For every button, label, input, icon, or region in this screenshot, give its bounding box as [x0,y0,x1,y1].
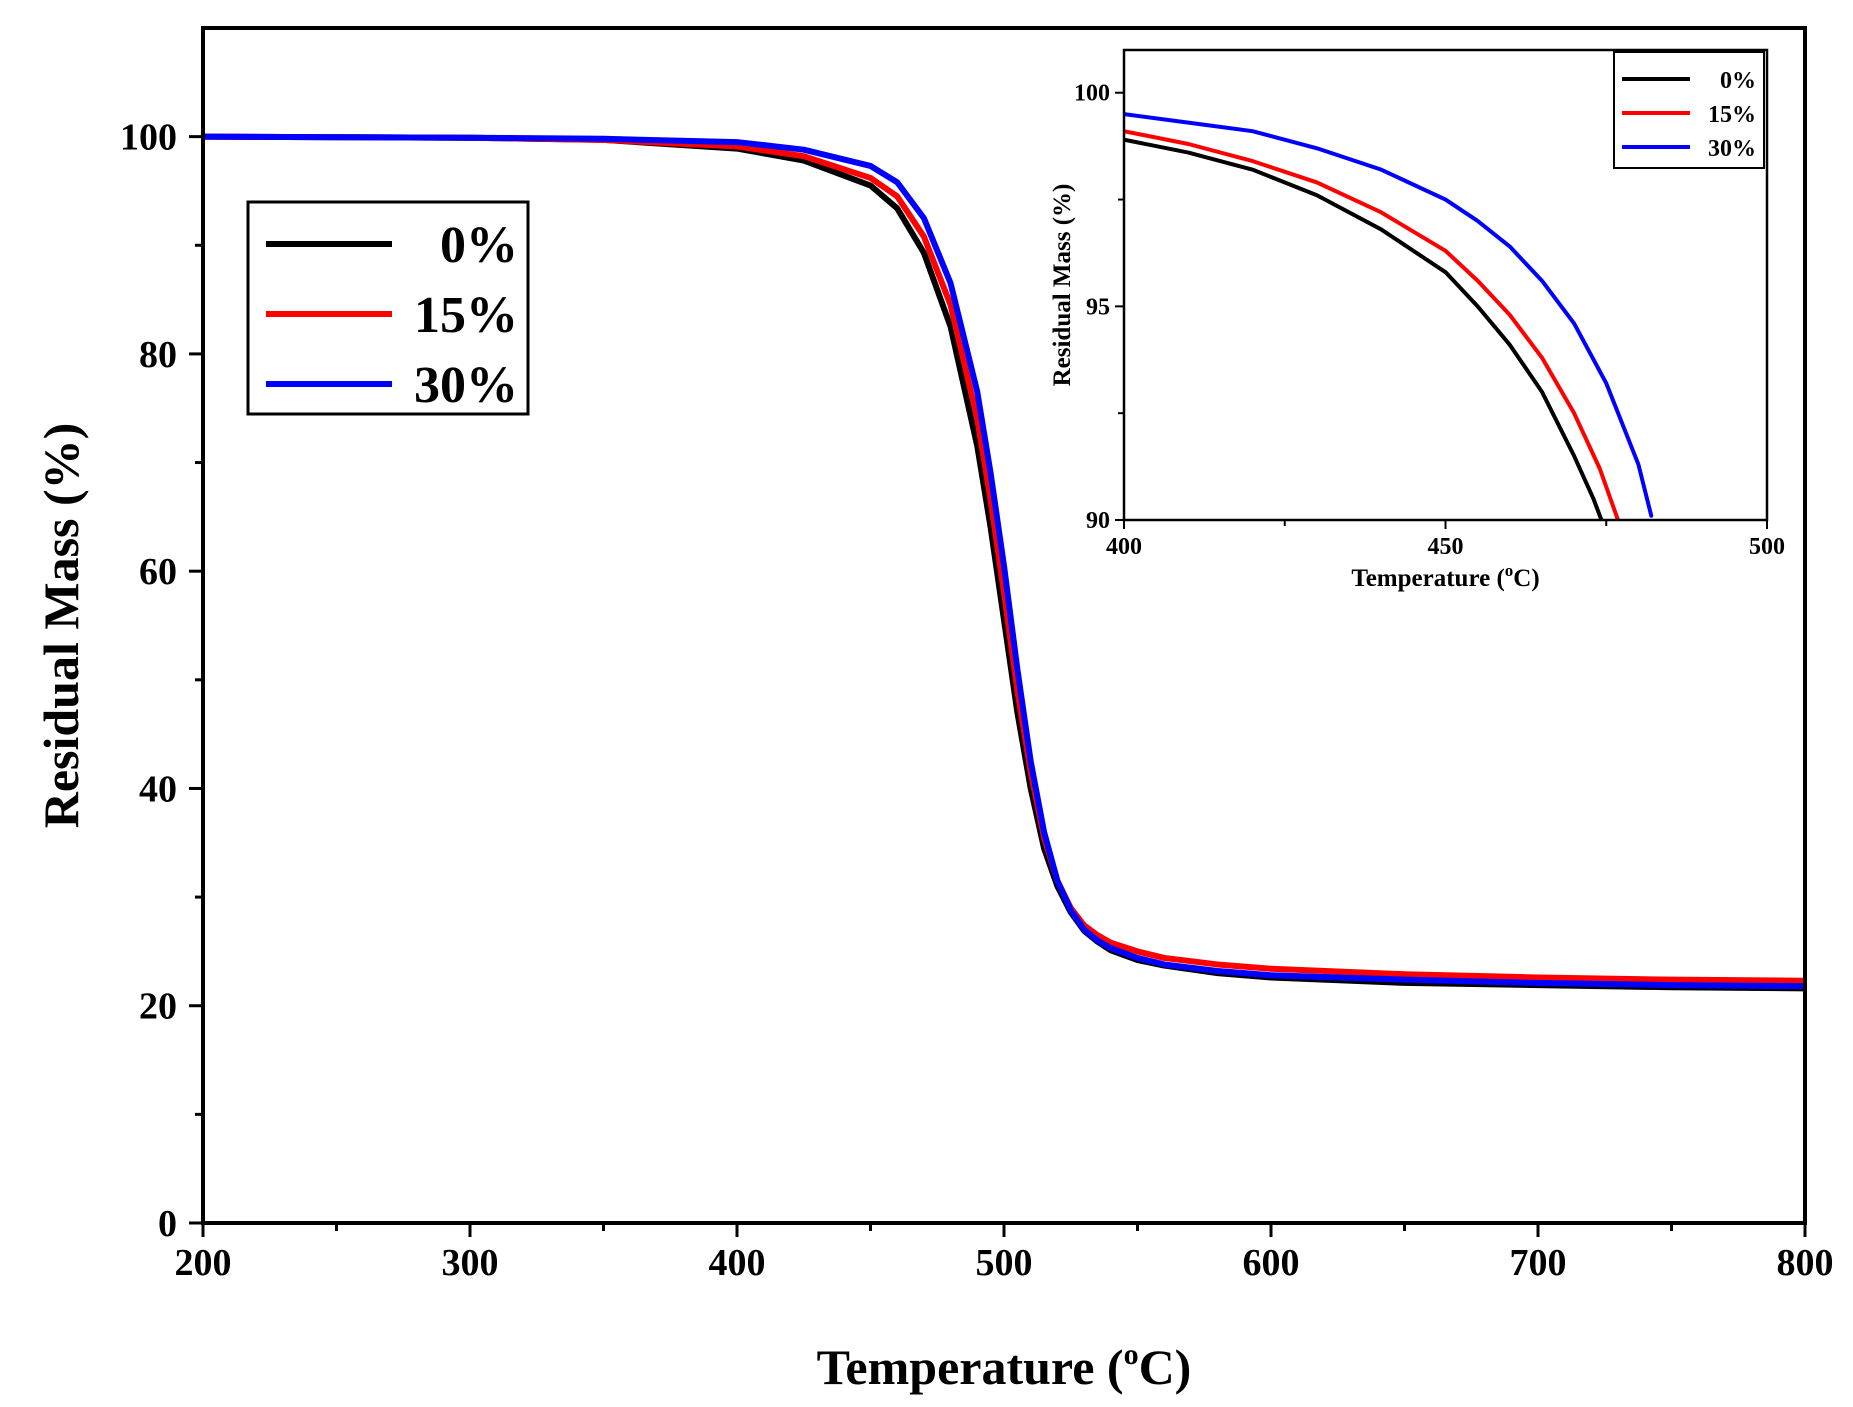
main-x-axis-title-open: ( [1094,1339,1123,1395]
inset-x-tick-label-1: 450 [1428,534,1464,560]
main-x-tick-label-0: 200 [175,1242,232,1284]
inset-legend-label-2: 30% [1708,136,1756,162]
main-x-tick-label-2: 400 [709,1242,766,1284]
inset-series-line-0 [1124,137,1604,520]
inset-x-axis-title: Temperature (oC) [1351,561,1539,592]
inset-x-tick-label-2: 500 [1749,534,1785,560]
inset-y-tick-label-2: 100 [1074,81,1110,107]
inset-x-tick-label-0: 400 [1106,534,1142,560]
main-y-tick-label-5: 100 [120,117,177,159]
main-y-tick-label-1: 20 [139,986,177,1028]
main-y-tick-label-2: 40 [139,768,177,810]
main-y-tick-label-0: 0 [158,1203,177,1245]
inset-legend-label-1: 15% [1708,102,1756,128]
inset-series-line-1 [1124,129,1621,520]
inset-x-axis-title-open: ( [1490,565,1505,592]
main-x-axis-title-unit: C) [1139,1339,1192,1395]
main-x-axis-title-main: Temperature [817,1339,1095,1395]
main-x-axis-title: Temperature (oC) [817,1338,1192,1395]
inset-y-tick-label-1: 95 [1086,294,1110,320]
main-x-tick-label-3: 500 [976,1242,1033,1284]
main-y-axis-title: Residual Mass (%) [33,423,89,829]
main-x-tick-label-5: 700 [1510,1242,1567,1284]
inset-series-line-2 [1124,112,1654,518]
main-x-tick-label-6: 800 [1777,1242,1834,1284]
main-x-tick-label-1: 300 [442,1242,499,1284]
main-x-tick-label-4: 600 [1243,1242,1300,1284]
main-series-group [203,133,1805,992]
inset-x-axis-title-main: Temperature [1351,565,1490,592]
inset-chart: 400 450 500 90 95 100 Temperature (oC) Residual… [1049,48,1785,592]
inset-y-tick-label-0: 90 [1086,508,1110,534]
main-legend-box [246,200,530,416]
main-y-tick-label-4: 80 [139,334,177,376]
inset-legend-label-0: 0% [1720,68,1756,94]
main-legend-label-2: 30% [414,357,518,414]
main-legend-label-1: 15% [414,287,518,344]
inset-x-axis-title-unit: C) [1513,565,1539,592]
inset-x-axis-title-degree: o [1505,561,1514,580]
main-legend-label-0: 0% [440,217,518,274]
inset-y-axis-title: Residual Mass (%) [1049,184,1076,387]
main-y-tick-label-3: 60 [139,551,177,593]
main-series-line-2 [203,133,1805,990]
inset-series-group [1124,112,1654,520]
main-x-axis-title-degree: o [1124,1338,1139,1371]
